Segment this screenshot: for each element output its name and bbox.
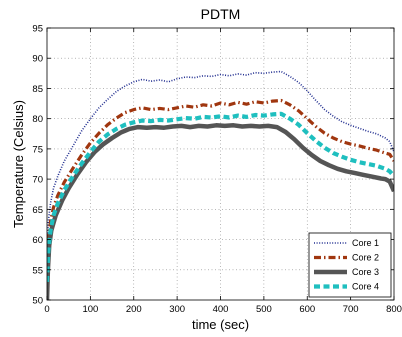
y-axis-label: Temperature (Celsius) — [11, 100, 26, 228]
y-tick-label: 70 — [32, 175, 43, 186]
legend-label-2: Core 2 — [352, 253, 379, 263]
legend-label-1: Core 1 — [352, 238, 379, 248]
x-tick-label: 600 — [299, 304, 315, 315]
x-tick-label: 0 — [44, 304, 49, 315]
y-tick-label: 90 — [32, 54, 43, 65]
series-line-3 — [47, 123, 394, 300]
axis-ticks: 0 100 200 300 400 500 600 700 800 50 55 60 65 70 75 80 8… — [32, 24, 402, 316]
x-tick-label: 800 — [386, 304, 402, 315]
x-tick-label: 400 — [213, 304, 229, 315]
y-tick-label: 75 — [32, 144, 43, 155]
legend: Core 1 Core 2 Core 3 Core 4 — [308, 232, 392, 298]
series-line-2 — [47, 98, 394, 270]
series-line-1 — [47, 70, 394, 252]
y-tick-label: 85 — [32, 84, 43, 95]
legend-label-3: Core 3 — [352, 267, 379, 277]
y-tick-label: 65 — [32, 205, 43, 216]
y-tick-label: 80 — [32, 114, 43, 125]
x-tick-label: 500 — [256, 304, 272, 315]
x-tick-label: 100 — [82, 304, 98, 315]
x-tick-label: 300 — [169, 304, 185, 315]
series-group — [47, 70, 394, 300]
y-tick-label: 60 — [32, 235, 43, 246]
x-tick-label: 700 — [343, 304, 359, 315]
chart-title: PDTM — [201, 6, 241, 22]
y-tick-label: 95 — [32, 24, 43, 35]
y-tick-label: 50 — [32, 296, 43, 307]
x-tick-label: 200 — [126, 304, 142, 315]
legend-label-4: Core 4 — [352, 282, 379, 292]
y-tick-label: 55 — [32, 265, 43, 276]
x-axis-label: time (sec) — [192, 317, 249, 332]
